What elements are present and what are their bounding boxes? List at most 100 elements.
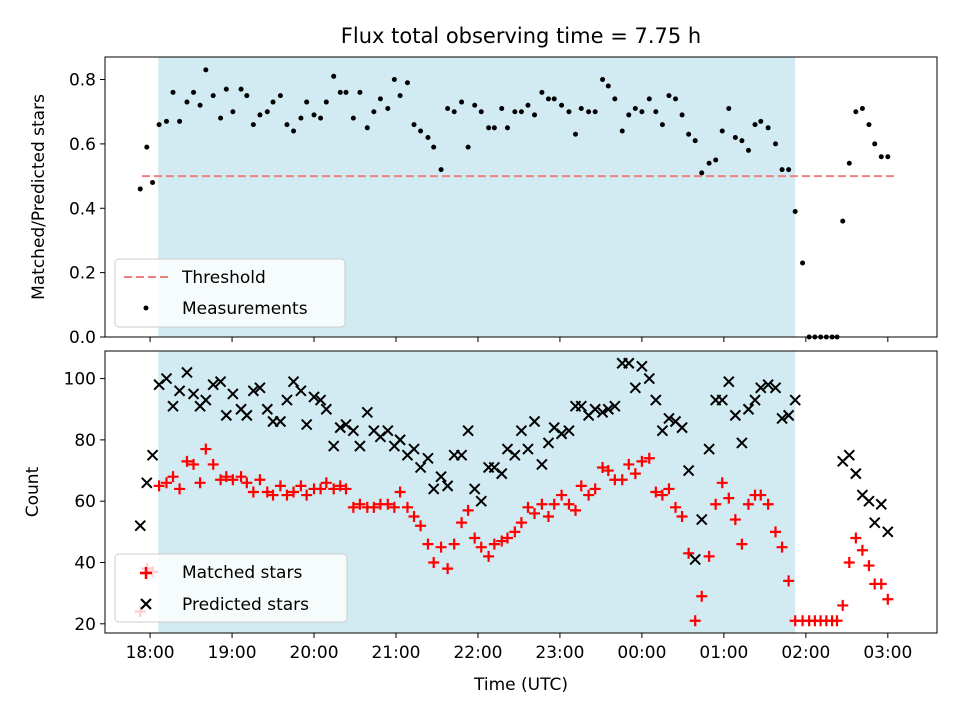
measurement-point (223, 86, 229, 92)
measurement-point (559, 102, 565, 108)
matched-star-point (742, 498, 754, 510)
bottom-panel: 20 40 60 80 100 18:00 19:00 20:00 21:00 22:00 23:… (23, 350, 938, 695)
matched-star-point (736, 538, 748, 550)
measurement-point (404, 80, 410, 86)
matched-star-point (663, 483, 675, 495)
measurement-point (619, 128, 625, 134)
predicted-star-point (589, 403, 601, 415)
measurement-point (673, 96, 679, 102)
matched-star-point (167, 471, 179, 483)
measurement-point (752, 122, 758, 128)
matched-star-point (683, 547, 695, 559)
measurement-point (170, 89, 176, 95)
predicted-star-point (656, 424, 669, 437)
predicted-star-point (254, 382, 266, 394)
matched-star-point (382, 498, 394, 510)
measurement-point (318, 115, 324, 121)
measurement-point (465, 144, 471, 150)
x-tick-label: 03:00 (863, 643, 912, 663)
measurement-point (573, 131, 579, 137)
predicted-star-point (850, 467, 862, 480)
predicted-star-point (334, 421, 346, 434)
bottom-legend-box (114, 553, 348, 623)
x-tick-label: 20:00 (290, 643, 339, 663)
predicted-star-point (347, 424, 360, 437)
matched-star-point (227, 474, 239, 486)
chart-title: Flux total observing time = 7.75 h (341, 24, 701, 48)
legend-threshold-label: Threshold (181, 268, 266, 288)
legend-predicted-swatch (140, 598, 152, 610)
top-y-tick-label: 0.0 (69, 328, 96, 348)
top-y-tick-label: 0.2 (69, 264, 96, 284)
predicted-star-point (227, 388, 239, 400)
matched-star-point (320, 477, 332, 489)
measurement-point (343, 89, 349, 95)
measurement-point (418, 128, 424, 134)
matched-star-point (843, 557, 855, 568)
legend-predicted-label: Predicted stars (182, 595, 309, 615)
matched-star-point (629, 468, 641, 480)
matched-star-point (415, 520, 427, 532)
predicted-star-point (515, 424, 528, 437)
measurement-point (230, 109, 236, 115)
measurement-point (792, 208, 798, 214)
matched-star-point (670, 501, 682, 513)
matched-star-point (462, 504, 474, 516)
legend-matched-swatch (140, 567, 152, 579)
matched-star-point (597, 461, 609, 473)
measurement-point (163, 118, 169, 124)
predicted-star-point (427, 483, 440, 495)
measurement-point (653, 109, 659, 115)
predicted-star-point (536, 458, 548, 471)
matched-star-point (548, 498, 560, 510)
matched-star-point (602, 465, 614, 477)
measurement-point (377, 96, 383, 102)
matched-star-point (215, 474, 227, 486)
matched-star-point (401, 501, 413, 513)
measurement-point (184, 99, 190, 105)
measurement-point (350, 115, 356, 121)
predicted-star-point (528, 415, 541, 428)
matched-star-point (583, 489, 595, 501)
matched-star-point (288, 486, 300, 498)
bottom-y-tick-label: 40 (74, 554, 96, 574)
predicted-star-point (496, 467, 508, 480)
predicted-star-point (736, 437, 748, 449)
predicted-star-point (676, 421, 688, 434)
measurement-point (291, 128, 297, 134)
measurement-point (385, 105, 391, 111)
matched-star-point (220, 471, 232, 483)
top-y-tick-label: 0.4 (69, 199, 96, 219)
predicted-star-point (703, 443, 715, 455)
matched-star-point (755, 489, 767, 501)
measurement-point (451, 109, 457, 115)
matched-star-point (509, 526, 521, 538)
measurement-point (800, 260, 806, 266)
x-tick-label: 01:00 (699, 643, 748, 663)
matched-star-point (235, 471, 247, 483)
predicted-star-point (281, 394, 293, 406)
measurement-point (337, 89, 343, 95)
predicted-star-point (314, 394, 327, 406)
predicted-star-point (689, 553, 701, 566)
matched-star-point (556, 489, 568, 501)
matched-star-point (770, 526, 782, 538)
measurement-point (331, 73, 337, 79)
predicted-star-point (422, 452, 434, 464)
predicted-star-point (663, 412, 675, 425)
bottom-y-tick-label: 100 (64, 370, 96, 390)
predicted-star-point (542, 437, 555, 449)
x-tick-label: 21:00 (371, 643, 420, 663)
legend-measurements-label: Measurements (182, 299, 308, 319)
measurement-point (566, 109, 572, 115)
measurement-point (539, 89, 545, 95)
top-y-tick-label: 0.8 (69, 71, 96, 91)
measurement-point (156, 122, 162, 128)
matched-star-point (882, 593, 894, 605)
matched-star-point (188, 458, 200, 470)
measurement-point (397, 93, 403, 99)
measurement-point (726, 105, 732, 111)
matched-star-point (442, 563, 454, 575)
measurement-point (699, 170, 705, 176)
